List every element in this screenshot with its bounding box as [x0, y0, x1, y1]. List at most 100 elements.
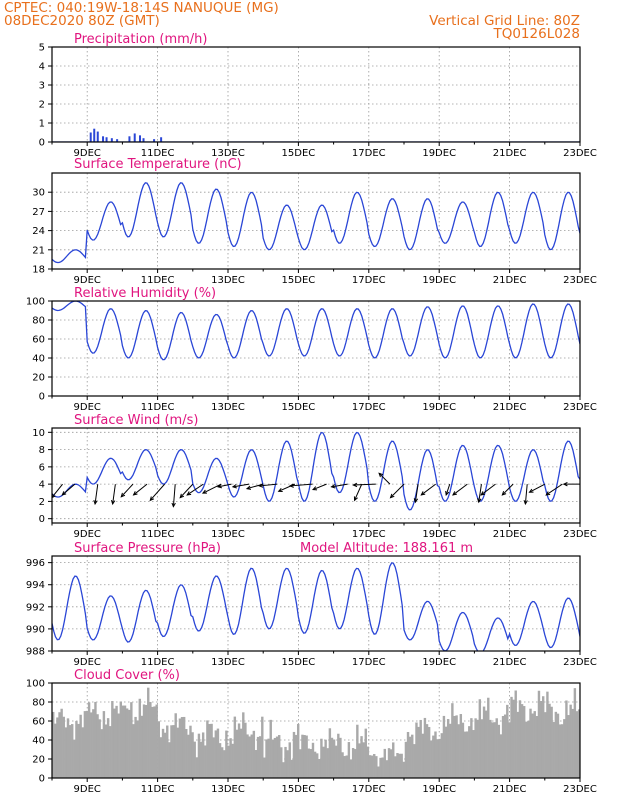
cloud-ytick-label: 20	[32, 755, 45, 766]
cloud-cover-bar	[271, 739, 275, 778]
cloud-cover-bar	[499, 734, 503, 778]
cloud-cover-bar	[385, 760, 389, 778]
rh-xtick-label: 9DEC	[74, 402, 101, 413]
cloud-cover-bar	[147, 687, 150, 778]
temp-xtick-label: 9DEC	[74, 275, 101, 286]
temp-series-line	[52, 182, 580, 264]
cloud-cover-bar	[292, 731, 296, 778]
wind-arrow	[413, 484, 419, 504]
cloud-cover-bar	[280, 747, 283, 778]
cloud-cover-bar	[197, 733, 201, 778]
cloud-cover-bar	[214, 730, 218, 778]
cloud-cover-bar	[482, 706, 486, 778]
cloud-cover-bar	[546, 691, 549, 778]
wind-ytick-label: 6	[39, 462, 45, 473]
cloud-cover-bar	[256, 736, 260, 778]
cloud-cover-bar	[185, 729, 188, 778]
cloud-cover-bar	[316, 753, 319, 778]
precip-xtick-label: 23DEC	[563, 148, 597, 159]
wind-xtick-label: 23DEC	[563, 529, 597, 540]
wind-arrow	[452, 483, 468, 496]
cloud-cover-bar	[180, 717, 184, 778]
wind-ytick-label: 2	[39, 497, 45, 508]
cloud-cover-bar	[284, 746, 287, 778]
precip-bar	[142, 138, 145, 142]
cloud-cover-bar	[121, 705, 125, 778]
header-run-time: 08DEC2020 80Z (GMT)	[4, 13, 160, 29]
precip-bar	[160, 137, 163, 142]
cloud-cover-bar	[573, 688, 577, 778]
rh-xtick-label: 11DEC	[141, 402, 175, 413]
wind-arrow	[120, 483, 134, 498]
cloud-cover-bar	[66, 718, 70, 778]
cloud-cover-bar	[506, 704, 509, 778]
cloud-cover-bar	[90, 712, 93, 778]
temp-xtick-label: 11DEC	[141, 275, 175, 286]
cloud-cover-bar	[168, 742, 171, 778]
cloud-cover-bar	[360, 736, 363, 778]
cloud-cover-bar	[208, 723, 211, 778]
cloud-cover-bar	[516, 711, 520, 778]
cloud-cover-bar	[140, 715, 144, 778]
cloud-cover-bar	[457, 724, 460, 778]
cloud-cover-bar	[305, 735, 308, 778]
cloud-cover-bar	[109, 726, 112, 778]
wind-arrow	[171, 484, 176, 508]
cloud-cover-bar	[81, 727, 84, 778]
press-panel: 988 990 992 994 996 9DEC 11DEC 13DEC 15DEC 17DEC 1…	[26, 541, 597, 668]
rh-xtick-label: 21DEC	[493, 402, 527, 413]
temp-panel: 18 21 24 27 30 9DEC 11DEC 13DEC 15DEC 17DEC 19DEC 2…	[32, 157, 597, 286]
cloud-cover-bar	[556, 713, 560, 778]
cloud-cover-bar	[387, 748, 391, 778]
cloud-cover-bar	[212, 737, 215, 778]
cloud-cover-bar	[299, 749, 302, 778]
cloud-cover-bar	[527, 720, 530, 778]
cloud-cover-bar	[575, 711, 579, 778]
cloud-cover-bar	[235, 729, 239, 778]
cloud-cover-bar	[552, 722, 555, 778]
cloud-cover-bar	[172, 725, 175, 778]
cloud-cover-bar	[493, 722, 496, 778]
cloud-cover-bar	[480, 719, 484, 778]
wind-panel: 0 2 4 6 8 10 9DEC 11DEC 13DEC 15DEC 17DEC 19DEC 21DE…	[32, 413, 597, 540]
wind-arrow	[378, 472, 391, 485]
cloud-cover-bar	[522, 706, 526, 778]
cloud-cover-bar	[231, 743, 234, 778]
cloud-cover-bar	[438, 738, 441, 778]
cloud-cover-bar	[432, 735, 435, 778]
press-ytick-label: 996	[26, 558, 45, 569]
press-ytick-label: 992	[26, 602, 45, 613]
cloud-cover-bar	[571, 708, 574, 778]
cloud-cover-bar	[440, 733, 444, 778]
temp-frame	[51, 172, 581, 270]
wind-arrow	[352, 482, 376, 488]
precip-ytick-label: 2	[39, 100, 45, 111]
press-xtick-label: 23DEC	[563, 657, 597, 668]
cloud-cover-bar	[339, 737, 342, 778]
cloud-cover-bar	[425, 724, 429, 778]
precip-frame	[51, 46, 581, 143]
cloud-cover-bar	[258, 736, 262, 778]
precip-ytick-label: 3	[39, 81, 45, 92]
cloud-cover-bar	[472, 730, 475, 778]
cloud-cover-bar	[269, 719, 272, 778]
cloud-cover-bar	[487, 697, 490, 778]
cloud-cover-bar	[577, 709, 580, 778]
cloud-cover-bar	[413, 744, 416, 778]
cloud-cover-bar	[402, 761, 406, 778]
precip-ytick-label: 1	[39, 119, 45, 130]
cloud-cover-bar	[75, 720, 78, 778]
cloud-cover-bar	[362, 742, 365, 778]
cloud-cover-bar	[398, 753, 401, 778]
wind-arrow	[420, 483, 436, 496]
cloud-cover-bar	[73, 739, 76, 778]
cloud-ytick-label: 0	[39, 774, 45, 785]
cloud-cover-bar	[130, 702, 133, 778]
cloud-cover-bar	[531, 713, 534, 778]
cloud-cover-bar	[484, 710, 488, 778]
cloud-cover-bar	[286, 750, 289, 778]
cloud-cover-bar	[113, 708, 116, 778]
cloud-cover-bar	[206, 720, 209, 778]
cloud-cover-bar	[161, 728, 165, 778]
cloud-cover-bar	[392, 742, 395, 778]
